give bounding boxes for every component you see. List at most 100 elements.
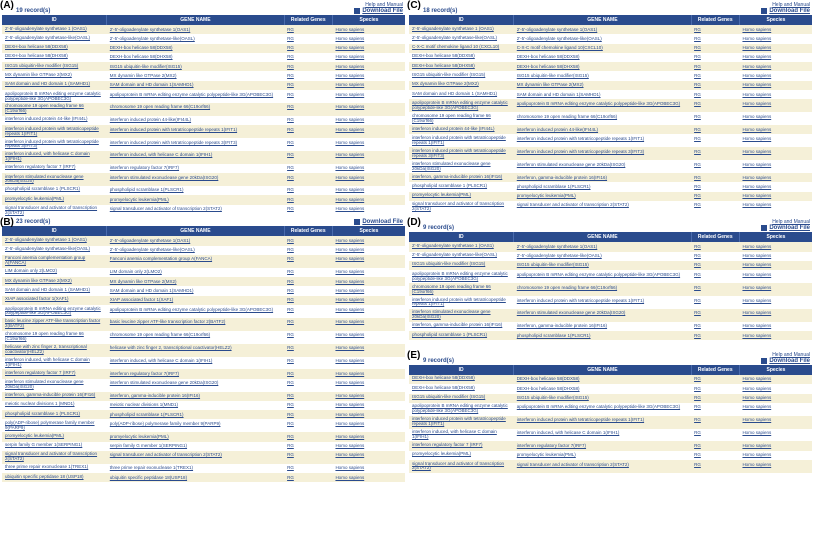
gene-name-link[interactable]: interferon regulatory factor 7(IRF7) bbox=[514, 441, 691, 450]
gene-id-link[interactable]: poly(ADP-ribose) polymerase family membe… bbox=[2, 419, 107, 432]
gene-name-link[interactable]: phospholipid scramblase 1(PLSCR1) bbox=[107, 186, 284, 195]
gene-id-link[interactable]: apolipoprotein B mRNA editing enzyme cat… bbox=[2, 90, 107, 103]
species-link[interactable]: Homo sapiens bbox=[332, 379, 405, 392]
species-link[interactable]: Homo sapiens bbox=[332, 138, 405, 151]
gene-name-link[interactable]: basic leucine zipper ATF-like transcript… bbox=[107, 318, 284, 331]
col-rel[interactable]: Related Genes bbox=[284, 226, 332, 236]
gene-id-link[interactable]: interferon stimulated exonuclease gene 2… bbox=[409, 160, 514, 173]
gene-id-link[interactable]: promyelocytic leukemia(PML) bbox=[409, 192, 514, 201]
gene-id-link[interactable]: interferon, gamma-inducible protein 16(I… bbox=[409, 173, 514, 182]
related-genes-link[interactable]: RG bbox=[284, 401, 332, 410]
species-link[interactable]: Homo sapiens bbox=[332, 277, 405, 286]
gene-name-link[interactable]: promyelocytic leukemia(PML) bbox=[514, 451, 691, 460]
related-genes-link[interactable]: RG bbox=[691, 403, 739, 416]
related-genes-link[interactable]: RG bbox=[284, 173, 332, 186]
gene-name-link[interactable]: SAM domain and HD domain 1(SAMHD1) bbox=[107, 81, 284, 90]
species-link[interactable]: Homo sapiens bbox=[332, 62, 405, 71]
col-sp[interactable]: Species bbox=[739, 232, 812, 242]
related-genes-link[interactable]: RG bbox=[284, 138, 332, 151]
related-genes-link[interactable]: RG bbox=[691, 451, 739, 460]
related-genes-link[interactable]: RG bbox=[691, 309, 739, 322]
gene-id-link[interactable]: SAM domain and HD domain 1 (SAMHD1) bbox=[409, 90, 514, 99]
gene-name-link[interactable]: interferon stimulated exonuclease gene 2… bbox=[107, 379, 284, 392]
related-genes-link[interactable]: RG bbox=[691, 296, 739, 309]
gene-name-link[interactable]: helicase with zinc finger 2, transcripti… bbox=[107, 344, 284, 357]
related-genes-link[interactable]: RG bbox=[691, 384, 739, 393]
gene-name-link[interactable]: DEXH-box helicase 58(DDX58) bbox=[107, 44, 284, 53]
species-link[interactable]: Homo sapiens bbox=[739, 283, 812, 296]
col-name[interactable]: GENE NAME bbox=[514, 365, 691, 375]
related-genes-link[interactable]: RG bbox=[284, 473, 332, 482]
gene-name-link[interactable]: promyelocytic leukemia(PML) bbox=[107, 195, 284, 204]
gene-id-link[interactable]: interferon stimulated exonuclease gene 2… bbox=[2, 173, 107, 186]
related-genes-link[interactable]: RG bbox=[284, 186, 332, 195]
gene-id-link[interactable]: chromosome 19 open reading frame 66 (C19… bbox=[409, 283, 514, 296]
species-link[interactable]: Homo sapiens bbox=[739, 62, 812, 71]
species-link[interactable]: Homo sapiens bbox=[739, 125, 812, 134]
related-genes-link[interactable]: RG bbox=[691, 322, 739, 331]
gene-name-link[interactable]: DEXH-box helicase 58(DDX58) bbox=[514, 375, 691, 384]
related-genes-link[interactable]: RG bbox=[284, 331, 332, 344]
species-link[interactable]: Homo sapiens bbox=[332, 71, 405, 80]
gene-name-link[interactable]: three prime repair exonuclease 1(TREX1) bbox=[107, 464, 284, 473]
gene-name-link[interactable]: 2'-5'-oligoadenylate synthetase-like(OAS… bbox=[107, 246, 284, 255]
gene-name-link[interactable]: apolipoprotein B mRNA editing enzyme cat… bbox=[107, 305, 284, 318]
related-genes-link[interactable]: RG bbox=[691, 125, 739, 134]
species-link[interactable]: Homo sapiens bbox=[332, 369, 405, 378]
gene-id-link[interactable]: interferon stimulated exonuclease gene 2… bbox=[409, 309, 514, 322]
gene-name-link[interactable]: 2'-5'-oligoadenylate synthetase 1(OAS1) bbox=[107, 236, 284, 245]
gene-id-link[interactable]: signal transducer and activator of trans… bbox=[409, 460, 514, 473]
related-genes-link[interactable]: RG bbox=[284, 357, 332, 370]
gene-id-link[interactable]: phospholipid scramblase 1 (PLSCR1) bbox=[2, 410, 107, 419]
related-genes-link[interactable]: RG bbox=[284, 116, 332, 125]
related-genes-link[interactable]: RG bbox=[691, 90, 739, 99]
related-genes-link[interactable]: RG bbox=[691, 416, 739, 429]
species-link[interactable]: Homo sapiens bbox=[332, 318, 405, 331]
gene-id-link[interactable]: apolipoprotein B mRNA editing enzyme cat… bbox=[2, 305, 107, 318]
col-name[interactable]: GENE NAME bbox=[107, 226, 284, 236]
gene-name-link[interactable]: interferon, gamma-inducible protein 16(I… bbox=[514, 173, 691, 182]
species-link[interactable]: Homo sapiens bbox=[739, 147, 812, 160]
related-genes-link[interactable]: RG bbox=[691, 25, 739, 34]
related-genes-link[interactable]: RG bbox=[284, 81, 332, 90]
species-link[interactable]: Homo sapiens bbox=[332, 90, 405, 103]
related-genes-link[interactable]: RG bbox=[691, 134, 739, 147]
related-genes-link[interactable]: RG bbox=[284, 62, 332, 71]
col-id[interactable]: ID bbox=[409, 232, 514, 242]
species-link[interactable]: Homo sapiens bbox=[739, 99, 812, 112]
gene-id-link[interactable]: interferon regulatory factor 7 (IRF7) bbox=[2, 164, 107, 173]
related-genes-link[interactable]: RG bbox=[691, 44, 739, 53]
gene-name-link[interactable]: ISG15 ubiquitin-like modifier(ISG15) bbox=[107, 62, 284, 71]
col-name[interactable]: GENE NAME bbox=[107, 15, 284, 25]
species-link[interactable]: Homo sapiens bbox=[332, 442, 405, 451]
gene-id-link[interactable]: interferon induced protein with tetratri… bbox=[409, 296, 514, 309]
species-link[interactable]: Homo sapiens bbox=[332, 116, 405, 125]
download-link[interactable]: Download File bbox=[761, 8, 810, 14]
species-link[interactable]: Homo sapiens bbox=[332, 173, 405, 186]
gene-id-link[interactable]: interferon, gamma-inducible protein 16(I… bbox=[409, 322, 514, 331]
species-link[interactable]: Homo sapiens bbox=[332, 25, 405, 34]
col-sp[interactable]: Species bbox=[739, 365, 812, 375]
species-link[interactable]: Homo sapiens bbox=[739, 429, 812, 442]
species-link[interactable]: Homo sapiens bbox=[739, 160, 812, 173]
gene-name-link[interactable]: 2'-5'-oligoadenylate synthetase 1(OAS1) bbox=[514, 25, 691, 34]
related-genes-link[interactable]: RG bbox=[284, 90, 332, 103]
gene-id-link[interactable]: chromosome 19 open reading frame 66 (C19… bbox=[409, 112, 514, 125]
related-genes-link[interactable]: RG bbox=[284, 379, 332, 392]
gene-id-link[interactable]: phospholipid scramblase 1 (PLSCR1) bbox=[409, 182, 514, 191]
related-genes-link[interactable]: RG bbox=[691, 81, 739, 90]
species-link[interactable]: Homo sapiens bbox=[332, 357, 405, 370]
gene-id-link[interactable]: phospholipid scramblase 1 (PLSCR1) bbox=[2, 186, 107, 195]
gene-name-link[interactable]: chromosome 19 open reading frame 66(C19o… bbox=[514, 112, 691, 125]
gene-name-link[interactable]: signal transducer and activator of trans… bbox=[107, 205, 284, 218]
species-link[interactable]: Homo sapiens bbox=[332, 195, 405, 204]
gene-id-link[interactable]: MX dynamin like GTPase 2(MX2) bbox=[2, 71, 107, 80]
related-genes-link[interactable]: RG bbox=[691, 182, 739, 191]
related-genes-link[interactable]: RG bbox=[691, 71, 739, 80]
species-link[interactable]: Homo sapiens bbox=[739, 270, 812, 283]
gene-id-link[interactable]: signal transducer and activator of trans… bbox=[2, 451, 107, 464]
related-genes-link[interactable]: RG bbox=[284, 246, 332, 255]
related-genes-link[interactable]: RG bbox=[691, 99, 739, 112]
gene-id-link[interactable]: interferon induced, with helicase C doma… bbox=[409, 429, 514, 442]
species-link[interactable]: Homo sapiens bbox=[739, 261, 812, 270]
